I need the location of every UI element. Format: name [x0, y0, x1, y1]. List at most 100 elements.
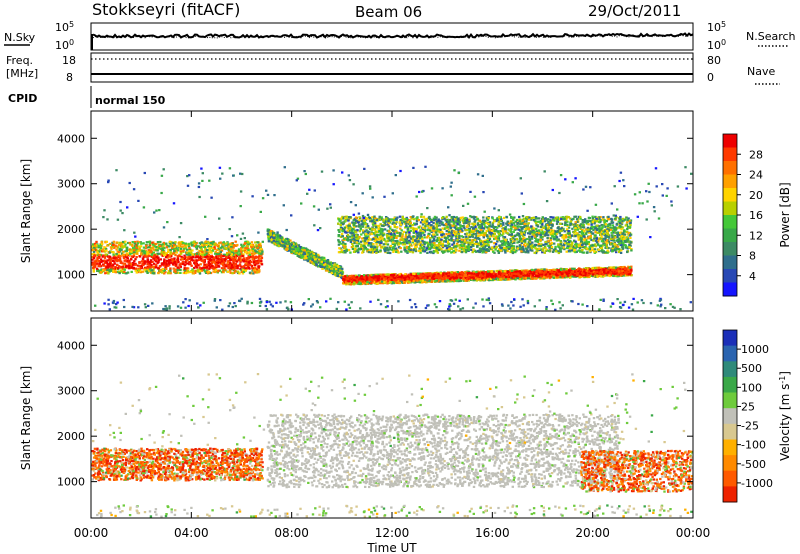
power-echo	[537, 275, 540, 278]
power-echo	[221, 259, 225, 262]
power-echo	[168, 242, 172, 245]
power-echo	[227, 249, 230, 252]
power-echo	[179, 265, 182, 268]
nave-tick-top: 80	[707, 54, 721, 67]
power-echo	[95, 247, 98, 251]
power-echo	[333, 268, 336, 271]
power-echo	[160, 252, 163, 255]
power-echo	[275, 238, 279, 242]
power-echo	[91, 245, 94, 248]
power-echo	[104, 272, 107, 275]
power-echo	[237, 248, 241, 251]
power-echo	[236, 271, 240, 275]
power-echo	[116, 259, 119, 262]
power-echo	[98, 253, 101, 257]
power-echo	[172, 252, 175, 255]
freq-label-line2: [MHz]	[6, 67, 38, 80]
power-echo	[121, 245, 124, 248]
power-echo	[278, 242, 281, 245]
power-echo	[201, 253, 204, 256]
power-echo	[192, 240, 196, 243]
power-echo	[256, 246, 259, 249]
power-echo	[97, 269, 101, 273]
power-echo	[259, 244, 262, 247]
power-echo	[228, 264, 231, 267]
power-echo	[144, 247, 147, 250]
power-echo	[310, 253, 313, 256]
power-echo	[108, 270, 111, 273]
power-echo	[212, 256, 215, 259]
power-echo	[136, 264, 140, 267]
power-echo	[167, 270, 171, 273]
power-echo	[180, 262, 183, 265]
power-echo	[112, 269, 115, 272]
power-echo	[217, 261, 220, 264]
power-echo	[139, 266, 142, 269]
power-echo	[124, 243, 127, 246]
power-echo	[164, 266, 167, 269]
power-echo	[143, 268, 146, 271]
power-echo	[258, 252, 261, 255]
power-echo	[191, 253, 194, 256]
power-echo	[99, 246, 103, 249]
power-echo	[128, 262, 132, 265]
power-echo	[105, 261, 109, 265]
power-echo	[137, 271, 140, 274]
power-echo	[151, 269, 154, 272]
power-echo	[328, 265, 331, 268]
power-echo	[213, 270, 216, 274]
power-echo	[330, 264, 334, 267]
power-echo	[321, 263, 324, 266]
power-echo	[317, 253, 320, 256]
power-echo	[143, 254, 146, 257]
power-echo	[208, 246, 211, 250]
power-echo	[112, 251, 115, 254]
power-echo	[235, 260, 239, 263]
power-echo	[297, 246, 300, 249]
power-echo	[279, 236, 282, 240]
power-echo	[283, 245, 286, 248]
power-echo	[294, 245, 298, 248]
power-echo	[160, 269, 164, 272]
power-echo	[206, 240, 209, 244]
power-echo	[320, 260, 323, 263]
power-echo	[171, 247, 174, 250]
power-echo	[220, 259, 223, 263]
power-echo	[135, 252, 138, 255]
power-echo	[187, 242, 190, 245]
power-echo	[169, 255, 173, 258]
power-echo	[161, 271, 164, 274]
power-echo	[159, 258, 162, 261]
power-echo	[329, 267, 333, 270]
power-echo	[195, 260, 198, 263]
power-echo	[188, 257, 191, 260]
power-echo	[198, 256, 201, 259]
power-echo	[102, 254, 105, 257]
power-echo	[117, 243, 121, 247]
power-echo	[218, 257, 221, 260]
power-echo	[207, 256, 210, 259]
power-echo	[223, 242, 227, 245]
power-echo	[161, 248, 165, 252]
power-echo	[122, 250, 125, 253]
power-echo	[244, 259, 248, 262]
power-echo	[150, 253, 153, 256]
power-echo	[190, 251, 193, 254]
power-echo	[205, 250, 208, 254]
power-echo	[251, 253, 254, 256]
power-echo	[118, 265, 121, 268]
power-echo	[173, 245, 177, 248]
power-echo	[185, 267, 188, 270]
power-echo	[143, 260, 147, 263]
power-echo	[267, 240, 271, 243]
power-echo	[118, 241, 122, 244]
power-echo	[228, 250, 232, 253]
power-echo	[341, 272, 344, 275]
power-echo	[93, 244, 97, 247]
power-echo	[224, 259, 227, 262]
power-echo	[273, 232, 276, 235]
power-echo	[95, 240, 98, 243]
power-echo	[295, 251, 298, 255]
power-echo	[270, 241, 274, 244]
power-echo	[220, 261, 224, 264]
